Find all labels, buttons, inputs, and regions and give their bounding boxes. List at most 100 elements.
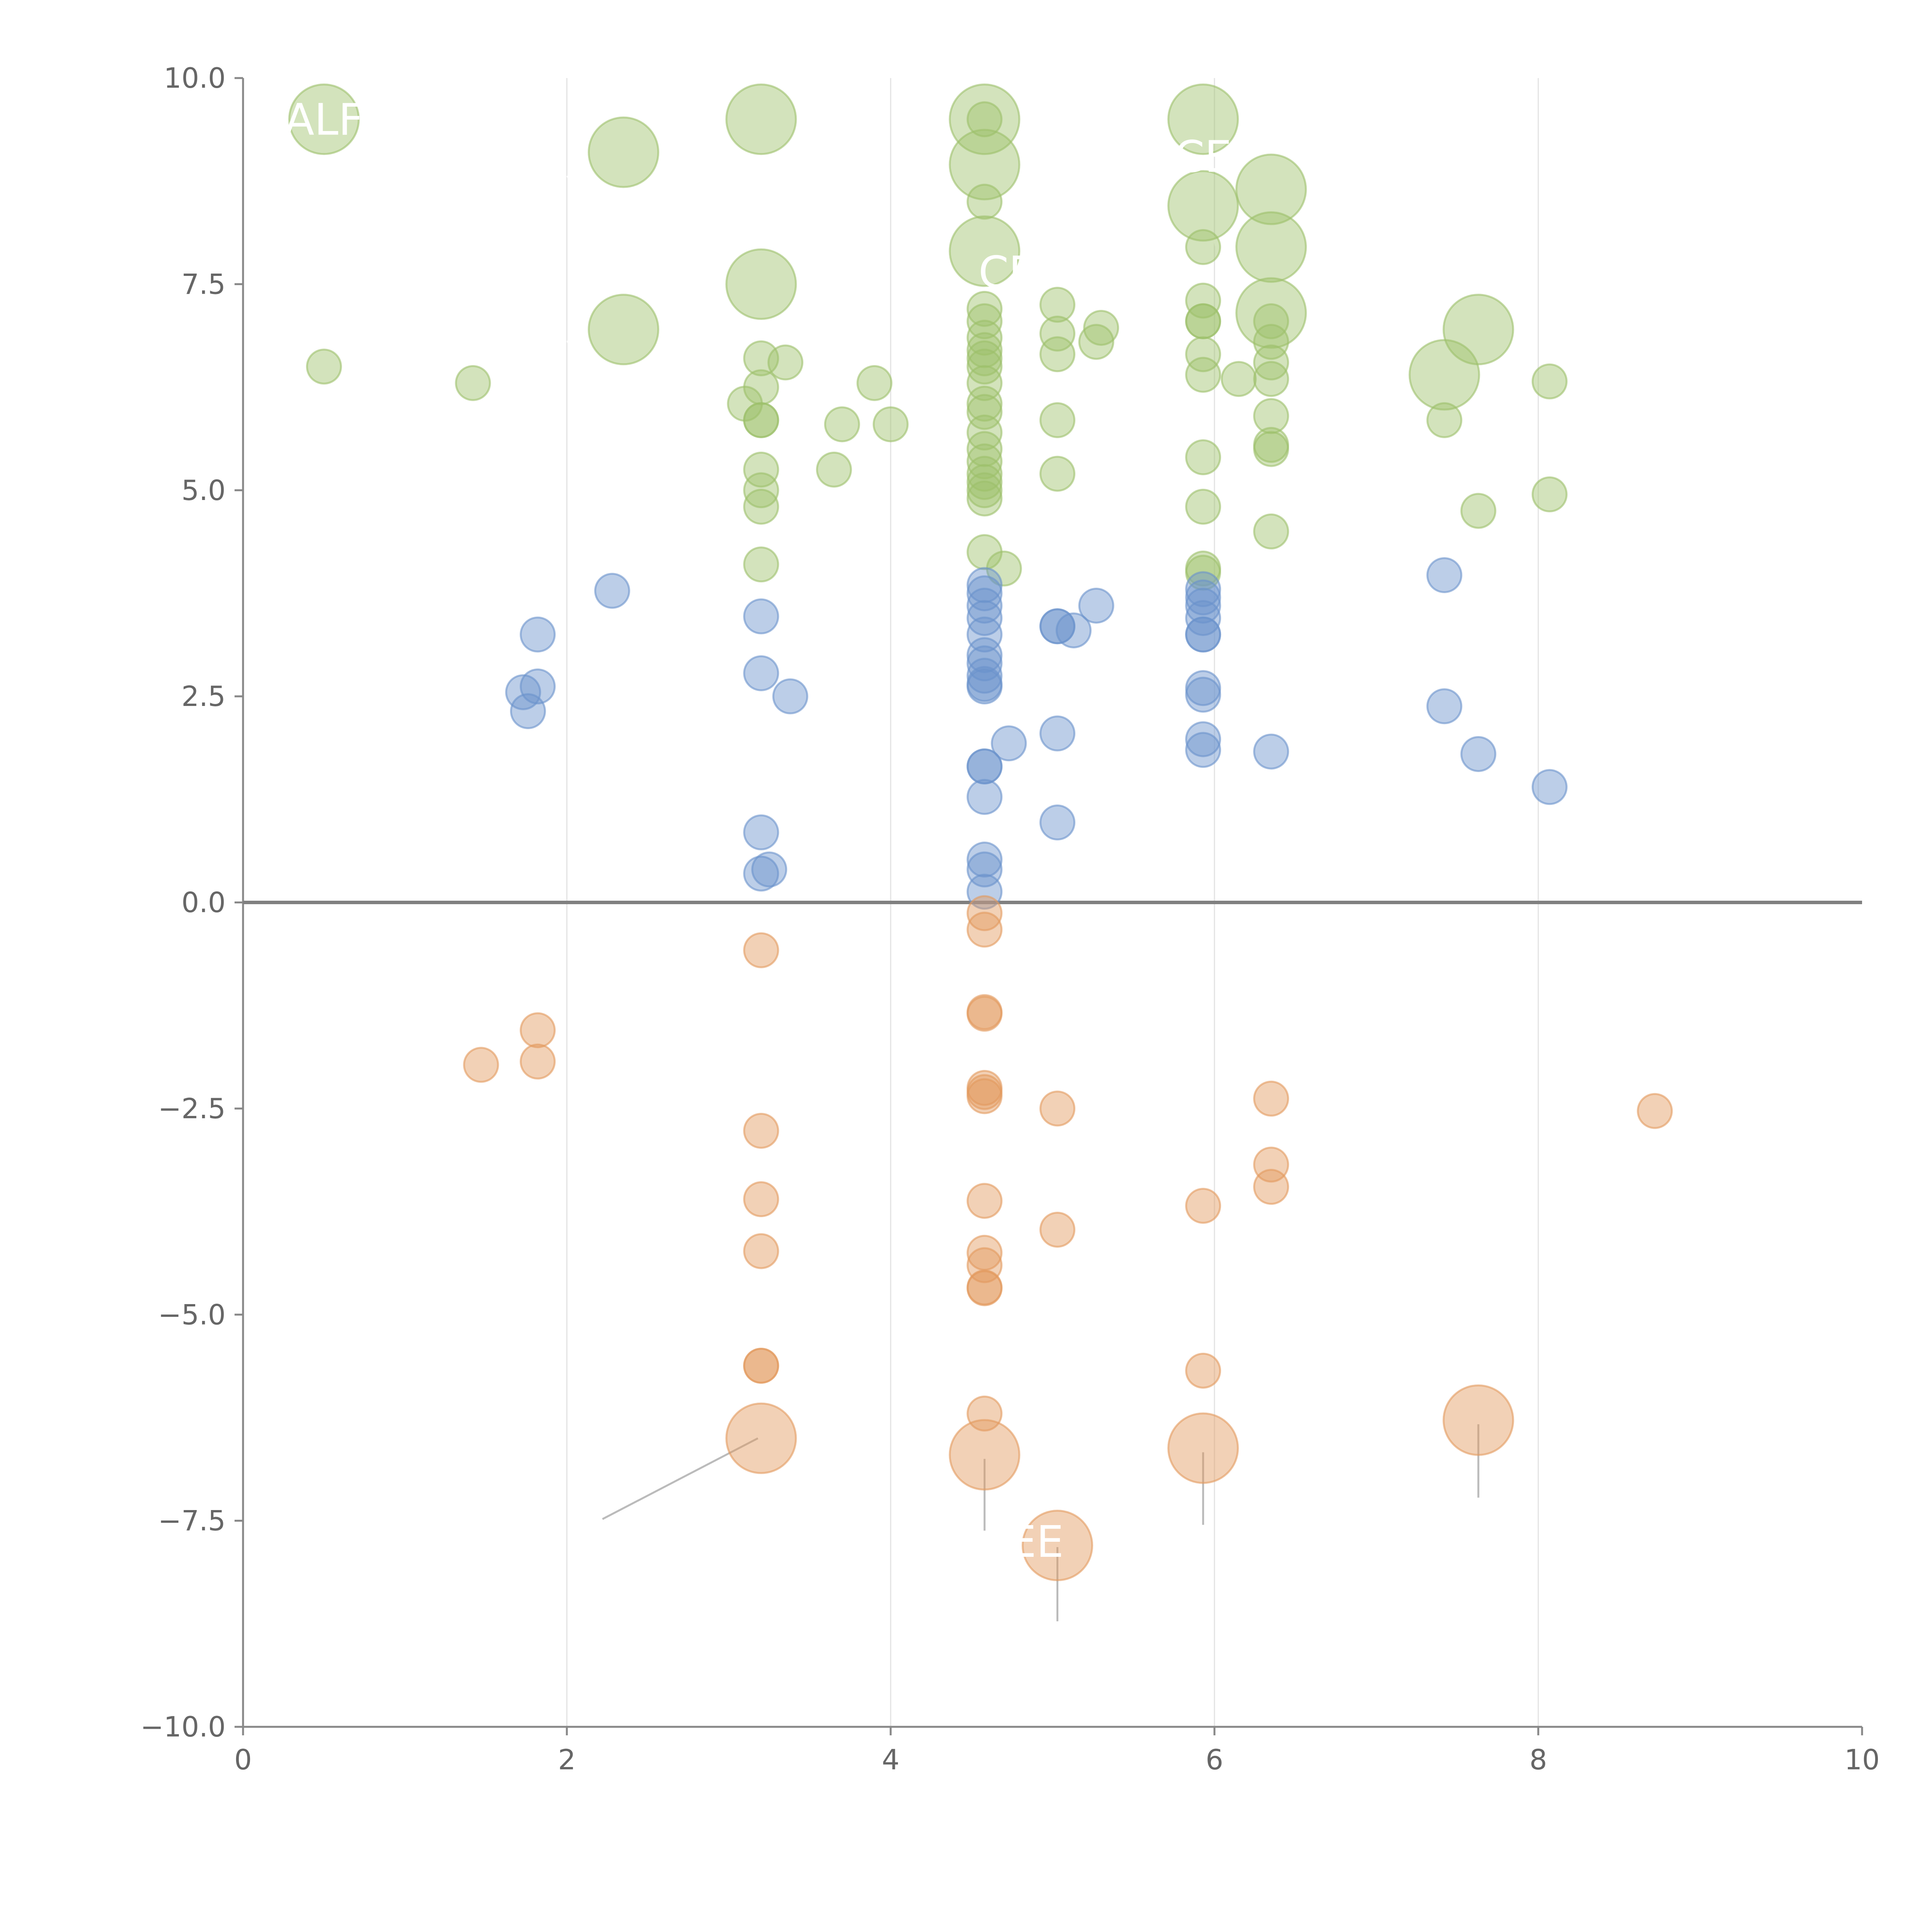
point-green-40 xyxy=(966,386,1003,422)
point-blue-36 xyxy=(1185,587,1221,624)
point-orange-16 xyxy=(966,1078,1003,1114)
leader-line xyxy=(1238,225,1269,248)
point-blue-27 xyxy=(991,725,1027,762)
point-orange-13 xyxy=(966,996,1003,1032)
point-green-30 xyxy=(824,406,860,442)
point-green-47 xyxy=(966,472,1003,509)
point-green-35 xyxy=(966,320,1003,356)
point-blue-18 xyxy=(966,658,1003,694)
point-green-62 xyxy=(1185,336,1221,372)
point-green-56 xyxy=(1078,324,1114,360)
point-green-28 xyxy=(743,546,779,583)
y-tick-label: −10.0 xyxy=(140,1711,226,1743)
point-green-7 xyxy=(1167,170,1239,242)
y-tick-label: 7.5 xyxy=(181,268,226,300)
point-green-52 xyxy=(1039,315,1076,352)
x-tick-label: 8 xyxy=(1529,1743,1547,1776)
point-green-39 xyxy=(966,365,1003,401)
point-label: ALF xyxy=(285,95,363,145)
point-green-69 xyxy=(1253,303,1289,339)
point-green-59 xyxy=(1185,282,1221,319)
point-orange-11 xyxy=(966,912,1003,948)
point-green-14 xyxy=(1442,294,1514,366)
point-orange-9 xyxy=(725,1402,797,1474)
point-green-18 xyxy=(455,365,491,401)
point-green-43 xyxy=(966,431,1003,467)
point-label: CE xyxy=(978,247,1036,298)
point-green-68 xyxy=(1221,361,1257,397)
point-blue-15 xyxy=(966,616,1003,653)
leader-line xyxy=(991,151,1037,166)
point-green-48 xyxy=(966,480,1003,517)
point-orange-6 xyxy=(743,1233,779,1269)
point-green-75 xyxy=(1253,431,1289,467)
point-blue-43 xyxy=(1185,732,1221,768)
point-blue-1 xyxy=(520,616,556,653)
point-green-1 xyxy=(588,116,660,188)
point-green-6 xyxy=(1167,83,1239,155)
y-tick-label: −2.5 xyxy=(158,1092,226,1125)
point-orange-33 xyxy=(1442,1384,1514,1456)
point-label: CE xyxy=(1174,132,1232,182)
point-green-57 xyxy=(1083,310,1119,346)
point-green-33 xyxy=(966,291,1003,327)
point-green-61 xyxy=(1185,303,1221,339)
point-blue-5 xyxy=(743,598,779,634)
point-label: B xyxy=(1009,478,1038,529)
point-blue-24 xyxy=(966,842,1003,878)
point-green-16 xyxy=(966,184,1003,220)
point-green-64 xyxy=(1185,439,1221,475)
point-orange-30 xyxy=(1253,1080,1289,1117)
point-blue-46 xyxy=(1426,688,1463,724)
point-green-54 xyxy=(1039,402,1076,438)
point-blue-47 xyxy=(1460,736,1497,772)
point-green-4 xyxy=(949,129,1020,201)
point-labels: ALF CE CE B EE xyxy=(285,95,1232,1567)
point-blue-16 xyxy=(966,637,1003,673)
point-orange-8 xyxy=(743,1348,779,1384)
x-tick-label: 10 xyxy=(1844,1743,1880,1776)
axes: 0 2 4 6 8 10 −10.0 −7.5 −5.0 −2.5 0.0 2.5 5.0 7.5 10.0 xyxy=(140,62,1879,1776)
x-tick-label: 6 xyxy=(1206,1743,1223,1776)
point-blue-44 xyxy=(1253,733,1289,770)
point-blue-39 xyxy=(1185,616,1221,653)
leader-line xyxy=(602,1437,759,1520)
point-green-24 xyxy=(743,402,779,438)
point-green-12 xyxy=(588,294,660,366)
point-orange-21 xyxy=(966,1270,1003,1306)
point-orange-3 xyxy=(743,932,779,968)
point-green-8 xyxy=(1235,153,1307,225)
point-green-78 xyxy=(1460,493,1497,529)
point-orange-27 xyxy=(1185,1188,1221,1224)
point-orange-28 xyxy=(1185,1352,1221,1389)
point-green-44 xyxy=(966,443,1003,480)
x-tick-label: 4 xyxy=(882,1743,900,1776)
point-orange-5 xyxy=(743,1181,779,1218)
y-tick-label: 10.0 xyxy=(164,62,226,94)
point-label: EE xyxy=(1009,1517,1064,1567)
point-blue-35 xyxy=(1185,579,1221,616)
point-green-80 xyxy=(1531,476,1568,512)
x-tick-label: 2 xyxy=(558,1743,576,1776)
leader-line xyxy=(1483,316,1522,331)
point-blue-22 xyxy=(966,748,1003,784)
point-green-17 xyxy=(306,349,342,385)
leader-line xyxy=(1217,312,1272,390)
point-orange-17 xyxy=(966,1183,1003,1219)
point-green-9 xyxy=(1235,211,1307,283)
point-orange-4 xyxy=(743,1112,779,1149)
point-orange-1 xyxy=(520,1012,556,1048)
point-blue-10 xyxy=(751,851,787,888)
point-green-5 xyxy=(949,215,1020,287)
point-green-41 xyxy=(966,394,1003,430)
point-green-58 xyxy=(1185,229,1221,265)
point-blue-13 xyxy=(966,587,1003,624)
point-blue-32 xyxy=(1039,715,1076,752)
point-orange-26 xyxy=(1022,1510,1094,1582)
point-blue-7 xyxy=(772,678,808,714)
point-green-65 xyxy=(1185,488,1221,525)
point-green-63 xyxy=(1185,357,1221,393)
x-tick-label: 0 xyxy=(234,1743,252,1776)
point-green-72 xyxy=(1253,361,1289,397)
